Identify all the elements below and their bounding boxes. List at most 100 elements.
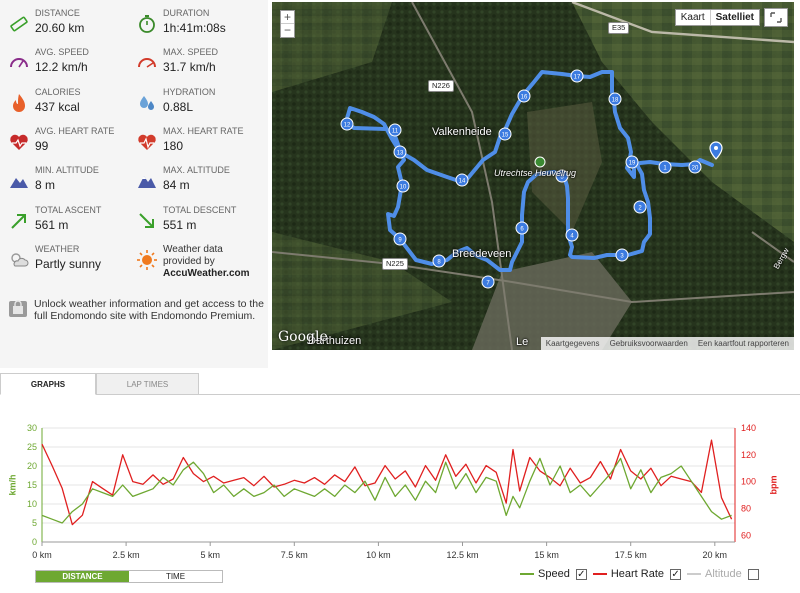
y-right-label: bpm (768, 475, 779, 495)
speed-checkbox[interactable]: ✓ (575, 568, 587, 580)
route-marker[interactable]: 19 (625, 155, 639, 169)
route-marker[interactable]: 9 (393, 232, 407, 246)
route-marker[interactable]: 1 (658, 160, 672, 174)
stat-value: Partly sunny (35, 257, 102, 271)
route-marker[interactable]: 12 (340, 117, 354, 131)
map-footer: Kaartgegevens Gebruiksvoorwaarden Een ka… (540, 337, 794, 350)
stat-avg-heart-rate: AVG. HEART RATE 99 (0, 124, 128, 160)
provider-line1: Weather data (163, 244, 223, 255)
map-type-kaart[interactable]: Kaart (680, 12, 705, 23)
provider-link[interactable]: AccuWeather.com (163, 268, 250, 279)
route-marker[interactable]: 4 (565, 228, 579, 242)
ruler-icon (10, 16, 28, 32)
y-right-tick: 140 (741, 423, 756, 433)
route-marker-label: 6 (520, 227, 524, 233)
route-marker[interactable]: 2 (633, 200, 647, 214)
stat-value: 20.60 km (35, 21, 85, 35)
report-error-link[interactable]: Een kaartfout rapporteren (697, 339, 789, 348)
route-marker[interactable]: 18 (608, 92, 622, 106)
provider-line2: provided by (163, 256, 215, 267)
route-marker-label: 20 (692, 166, 699, 172)
chart-svg: 0 5 10 15 20 25 30 60 80 100 120 140 0 km 2.5 km 5 km 7… (27, 423, 756, 560)
route-marker-label: 4 (570, 234, 574, 240)
ascent-arrow-icon (11, 213, 26, 229)
y-right-tick: 80 (741, 503, 751, 513)
route-marker[interactable]: 20 (688, 160, 702, 174)
zoom-out-button[interactable]: − (283, 23, 291, 37)
route-marker[interactable]: 3 (615, 248, 629, 262)
legend-altitude-label: Altitude (705, 568, 742, 580)
x-tick-label: 20 km (703, 550, 728, 560)
heart-rate-checkbox[interactable]: ✓ (670, 568, 682, 580)
stat-value: 31.7 km/h (163, 60, 216, 75)
road-label-e35: E35 (608, 22, 630, 34)
start-pin (709, 141, 723, 160)
y-right-tick: 100 (741, 477, 756, 487)
x-tick-label: 15 km (534, 550, 559, 560)
route-marker-label: 9 (398, 238, 402, 244)
route-marker-label: 11 (392, 129, 399, 135)
stat-label: MIN. ALTITUDE (35, 165, 99, 176)
legend-speed[interactable]: Speed ✓ (520, 568, 587, 580)
legend-altitude[interactable]: Altitude (687, 568, 759, 580)
speed-heartrate-chart[interactable]: 0 5 10 15 20 25 30 60 80 100 120 140 0 km 2.5 km 5 km 7… (0, 418, 800, 568)
route-marker[interactable]: 17 (570, 69, 584, 83)
stat-label: WEATHER (35, 244, 80, 254)
stat-duration: DURATION 1h:41m:08s (128, 6, 256, 42)
terms-link[interactable]: Gebruiksvoorwaarden (609, 339, 688, 348)
accuweather-sun-icon (137, 250, 157, 270)
map-type-control[interactable]: Kaart Satelliet (674, 9, 760, 26)
route-marker[interactable]: 14 (455, 173, 469, 187)
legend-heart-rate[interactable]: Heart Rate ✓ (592, 568, 682, 580)
stat-value: 551 m (163, 217, 197, 232)
zoom-control[interactable]: + − (280, 10, 295, 38)
google-logo: Google (278, 329, 328, 345)
route-marker-label: 3 (620, 254, 624, 260)
stat-value: 1h:41m:08s (163, 21, 226, 35)
x-axis-toggle[interactable]: DISTANCE TIME (35, 570, 223, 583)
toggle-time[interactable]: TIME (165, 572, 186, 581)
map-data-link[interactable]: Kaartgegevens (545, 339, 600, 348)
route-marker-label: 10 (400, 185, 407, 191)
stat-max-heart-rate: MAX. HEART RATE 180 (128, 124, 256, 160)
stat-value: 561 m (35, 217, 69, 232)
map-type-satelliet[interactable]: Satelliet (709, 10, 759, 25)
route-marker[interactable]: 7 (481, 275, 495, 289)
x-tick-label: 7.5 km (281, 550, 308, 560)
tab-lap-times[interactable]: LAP TIMES (96, 373, 199, 395)
route-marker[interactable]: 13 (393, 145, 407, 159)
route-marker-label: 2 (638, 206, 642, 212)
x-tick-label: 17.5 km (615, 550, 647, 560)
y-left-tick: 20 (27, 461, 37, 471)
stat-value: 8 m (35, 178, 56, 193)
route-marker-label: 15 (502, 133, 509, 139)
route-map[interactable]: 1 2 3 4 5 6 7 8 9 10 11 12 13 14 15 16 17 18 19 20 + − Kaar… (272, 2, 794, 350)
series-line-speed (41, 457, 732, 524)
route-marker-label: 12 (344, 123, 351, 129)
stat-label: DURATION (163, 8, 210, 18)
toggle-distance[interactable]: DISTANCE (36, 571, 129, 582)
route-marker[interactable]: 11 (388, 123, 402, 137)
route-marker[interactable]: 15 (498, 127, 512, 141)
x-tick-label: 2.5 km (113, 550, 140, 560)
altitude-checkbox[interactable] (747, 568, 759, 580)
stat-label: CALORIES (35, 86, 81, 97)
zoom-in-button[interactable]: + (281, 11, 294, 24)
legend-heart-rate-label: Heart Rate (610, 568, 665, 580)
stat-label: HYDRATION (163, 86, 216, 97)
route-marker[interactable]: 5 (555, 169, 569, 183)
stat-avg-speed: AVG. SPEED 12.2 km/h (0, 45, 128, 81)
stat-value: 0.88L (163, 99, 194, 114)
stat-max-speed: MAX. SPEED 31.7 km/h (128, 45, 256, 81)
tab-graphs[interactable]: GRAPHS (0, 373, 96, 395)
graph-tabs: GRAPHS LAP TIMES (0, 373, 800, 395)
route-marker[interactable]: 10 (396, 179, 410, 193)
route-marker[interactable]: 8 (432, 254, 446, 268)
heart-icon (10, 134, 28, 150)
stat-value: 99 (35, 138, 49, 153)
fullscreen-button[interactable] (764, 8, 788, 27)
route-marker[interactable]: 6 (515, 221, 529, 235)
route-marker[interactable]: 16 (517, 89, 531, 103)
place-utrechtse-heuvelrug: Utrechtse Heuvelrug (494, 168, 577, 178)
